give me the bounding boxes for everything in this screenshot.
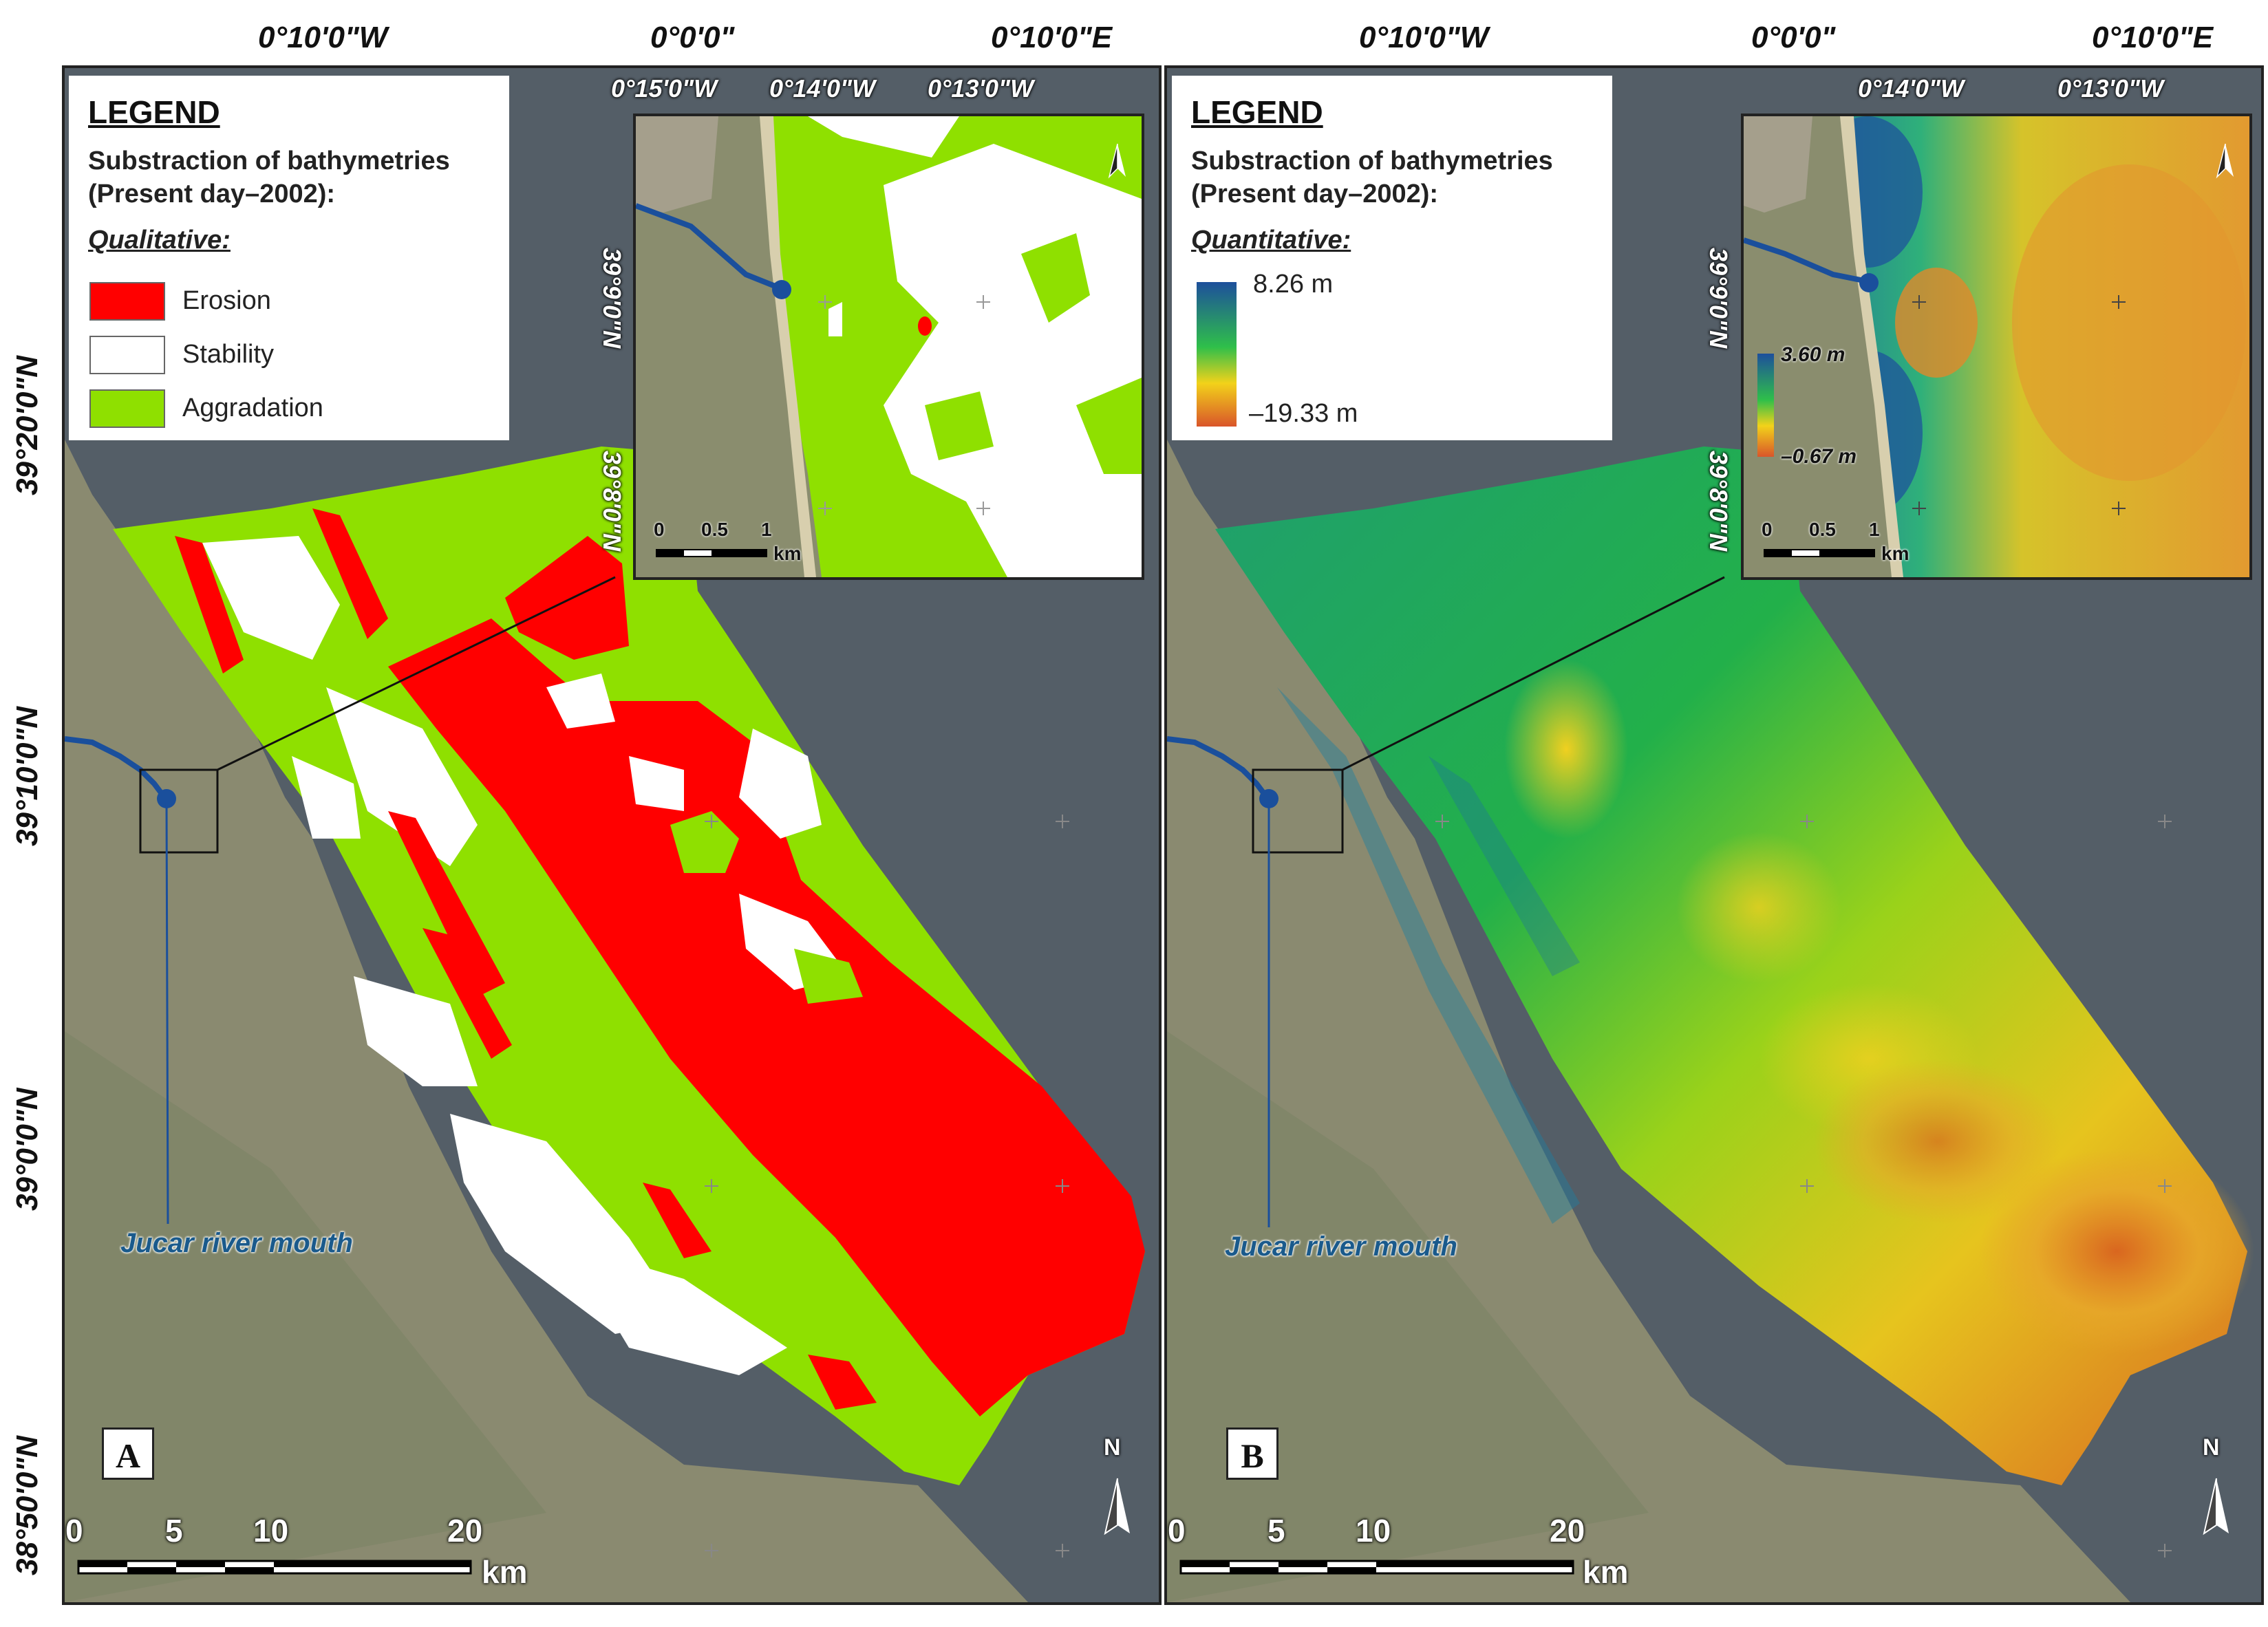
legend-subtitle-line1-b: Substraction of bathymetries: [1191, 147, 1553, 175]
inset-b-side-9n: 39°9'0"N: [1704, 248, 1733, 349]
erosion-swatch: [89, 282, 165, 321]
inset-a-scale-km: km: [773, 543, 802, 564]
inset-a-top-14w: 0°14'0"W: [769, 74, 876, 103]
legend-kind-b: Quantitative:: [1191, 226, 1351, 255]
inset-a-scale-1: 1: [761, 519, 772, 540]
stability-label: Stability: [182, 340, 275, 369]
scale-b-5: 5: [1267, 1513, 1285, 1549]
erosion-large: [388, 618, 1145, 1416]
coord-left-39-20: 39°20'0"N: [10, 355, 44, 495]
aggradation-label: Aggradation: [182, 394, 323, 422]
inset-panel-b-svg: [1744, 116, 2249, 577]
legend-panel-b: LEGEND Substraction of bathymetries (Pre…: [1172, 76, 1612, 440]
scale-a-5: 5: [165, 1513, 183, 1549]
inset-colorbar-min: –0.67 m: [1781, 445, 1857, 468]
legend-title-b: LEGEND: [1191, 94, 1323, 130]
inset-a-side-9n: 39°9'0"N: [598, 248, 626, 349]
inset-b-scale-bar: [1764, 549, 1875, 557]
inset-colorbar: [1757, 354, 1774, 457]
legend-panel-a: LEGEND Substraction of bathymetries (Pre…: [69, 76, 509, 440]
scale-b-km: km: [1583, 1554, 1629, 1590]
legend-subtitle-line2: (Present day–2002):: [88, 180, 336, 208]
inset-b-river-mouth-marker: [1859, 273, 1879, 292]
legend-subtitle-line1: Substraction of bathymetries: [88, 147, 450, 175]
inset-a-scale-05: 0.5: [701, 519, 728, 540]
legend-subtitle-line2-b: (Present day–2002):: [1191, 180, 1439, 208]
legend-kind: Qualitative:: [88, 226, 231, 255]
inset-panel-a: 0 0.5 1 km: [633, 114, 1144, 580]
panel-b-map-svg: [1167, 440, 2254, 1602]
legend-min-value: –19.33 m: [1249, 399, 1358, 428]
coord-top-right-0: 0°0'0": [1751, 21, 1836, 54]
scale-a-10: 10: [253, 1513, 289, 1549]
coord-left-38-50: 38°50'0"N: [10, 1435, 44, 1575]
coord-left-39-00: 39°0'0"N: [10, 1088, 44, 1211]
legend-title: LEGEND: [88, 94, 220, 130]
inset-extent-box: [139, 768, 219, 854]
river-mouth-label-a: Jucar river mouth: [120, 1228, 353, 1258]
north-label-a: N: [1104, 1434, 1121, 1461]
inset-colorbar-max: 3.60 m: [1781, 343, 1846, 366]
scale-a-km: km: [482, 1554, 528, 1590]
scale-b-0: 0: [1168, 1513, 1186, 1549]
inset-a-scale-0: 0: [654, 519, 665, 540]
coord-left-39-10: 39°10'0"N: [10, 706, 44, 846]
scale-bar-b: [1179, 1560, 1574, 1575]
legend-max-value: 8.26 m: [1253, 270, 1334, 299]
inset-north-arrow: [1108, 143, 1126, 179]
inset-panel-a-svg: [636, 116, 1142, 577]
inset-a-side-8n: 39°8'0"N: [598, 451, 626, 552]
inset-river-mouth-marker: [772, 280, 791, 299]
inset-b-north-arrow: [2216, 143, 2234, 179]
inset-b-scale-05: 0.5: [1809, 519, 1836, 540]
inset-panel-b: 3.60 m –0.67 m 0 0.5 1 km: [1741, 114, 2252, 580]
panel-letter-b: B: [1226, 1427, 1279, 1480]
coord-top-left-0: 0°0'0": [650, 21, 735, 54]
inset-b-scale-0: 0: [1762, 519, 1773, 540]
inset-b-top-13w: 0°13'0"W: [2057, 74, 2164, 103]
north-arrow-b: [2203, 1478, 2229, 1536]
panel-letter-a: A: [102, 1427, 154, 1480]
coord-top-left-e: 0°10'0"E: [991, 21, 1113, 54]
inset-b-side-8n: 39°8'0"N: [1704, 451, 1733, 552]
erosion-label: Erosion: [182, 286, 271, 315]
scale-b-10: 10: [1356, 1513, 1391, 1549]
aggradation-swatch: [89, 389, 165, 428]
coord-top-right-w: 0°10'0"W: [1359, 21, 1489, 54]
scale-b-20: 20: [1550, 1513, 1585, 1549]
scale-bar: [77, 1560, 472, 1575]
panel-a-map-svg: [65, 440, 1145, 1602]
river-mouth-label-b: Jucar river mouth: [1225, 1231, 1457, 1262]
coord-top-right-e: 0°10'0"E: [2092, 21, 2214, 54]
north-arrow: [1104, 1478, 1130, 1536]
inset-b-scale-1: 1: [1869, 519, 1880, 540]
inset-extent-box-b: [1252, 768, 1344, 854]
inset-b-top-14w: 0°14'0"W: [1858, 74, 1965, 103]
inset-a-top-13w: 0°13'0"W: [928, 74, 1034, 103]
legend-colorbar: [1197, 282, 1237, 427]
scale-a-20: 20: [447, 1513, 483, 1549]
inset-scale-bar: [656, 549, 767, 557]
river: [65, 736, 167, 799]
inset-a-top-15w: 0°15'0"W: [611, 74, 718, 103]
stability-swatch: [89, 336, 165, 374]
north-label-b: N: [2203, 1434, 2220, 1461]
inset-b-scale-km: km: [1881, 543, 1909, 564]
coord-top-left-w: 0°10'0"W: [258, 21, 388, 54]
scale-a-0: 0: [65, 1513, 83, 1549]
